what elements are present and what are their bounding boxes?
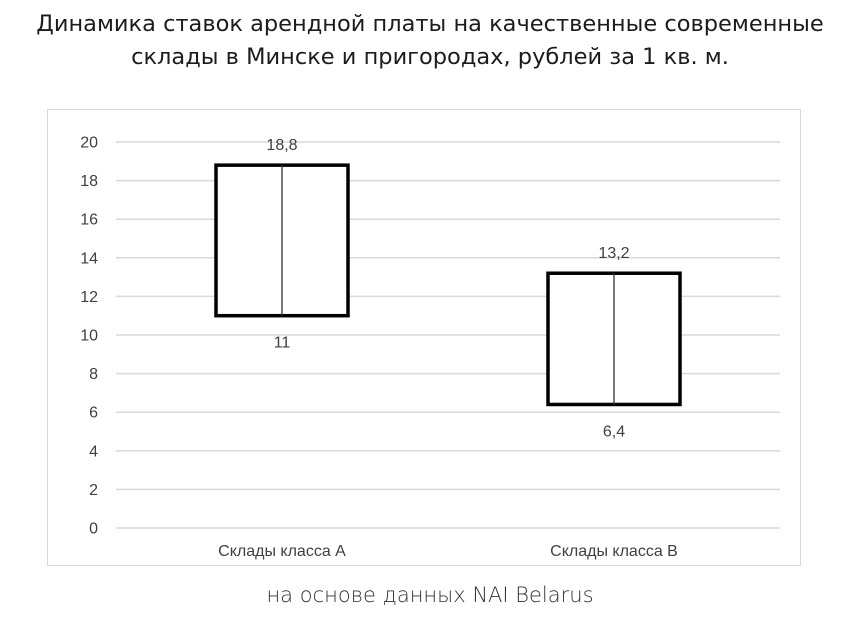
y-tick-label: 12 <box>80 289 98 306</box>
y-tick-label: 0 <box>89 521 98 538</box>
y-tick-label: 8 <box>89 366 98 383</box>
y-tick-label: 2 <box>89 482 98 499</box>
chart-title: Динамика ставок арендной платы на качест… <box>0 8 860 74</box>
high-value-label: 18,8 <box>266 137 297 154</box>
source-caption: на основе данных NAI Belarus <box>266 583 594 607</box>
category-label: Склады класса В <box>550 543 678 560</box>
low-value-label: 6,4 <box>603 423 625 440</box>
category-label: Склады класса А <box>218 543 346 560</box>
chart-title-line-2: склады в Минске и пригородах, рублей за … <box>131 44 729 70</box>
y-tick-label: 18 <box>80 173 98 190</box>
y-tick-label: 4 <box>89 443 98 460</box>
chart-frame: 0 2 4 6 8 10 12 14 16 18 20 18,8 11 Склады класса А 13… <box>47 109 801 566</box>
high-value-label: 13,2 <box>598 245 629 262</box>
low-value-label: 11 <box>274 335 291 352</box>
y-tick-label: 20 <box>80 135 98 152</box>
y-tick-label: 14 <box>80 250 98 267</box>
y-tick-label: 10 <box>80 328 98 345</box>
y-tick-label: 16 <box>80 212 98 229</box>
chart-title-line-1: Динамика ставок арендной платы на качест… <box>36 11 824 37</box>
range-chart: 0 2 4 6 8 10 12 14 16 18 20 18,8 11 Склады класса А 13… <box>80 135 780 560</box>
y-tick-label: 6 <box>89 405 98 422</box>
